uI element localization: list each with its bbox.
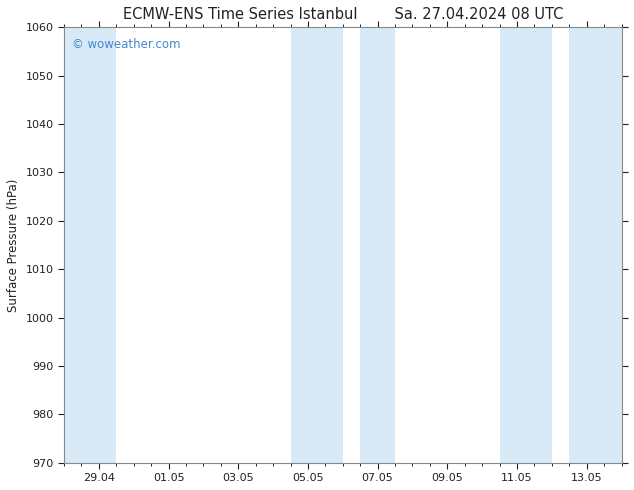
Title: ECMW-ENS Time Series Istanbul        Sa. 27.04.2024 08 UTC: ECMW-ENS Time Series Istanbul Sa. 27.04.… — [122, 7, 563, 22]
Bar — [64, 27, 116, 463]
Bar — [290, 27, 343, 463]
Bar — [500, 27, 552, 463]
Bar — [360, 27, 395, 463]
Bar — [569, 27, 621, 463]
Text: © woweather.com: © woweather.com — [72, 38, 181, 51]
Y-axis label: Surface Pressure (hPa): Surface Pressure (hPa) — [7, 178, 20, 312]
